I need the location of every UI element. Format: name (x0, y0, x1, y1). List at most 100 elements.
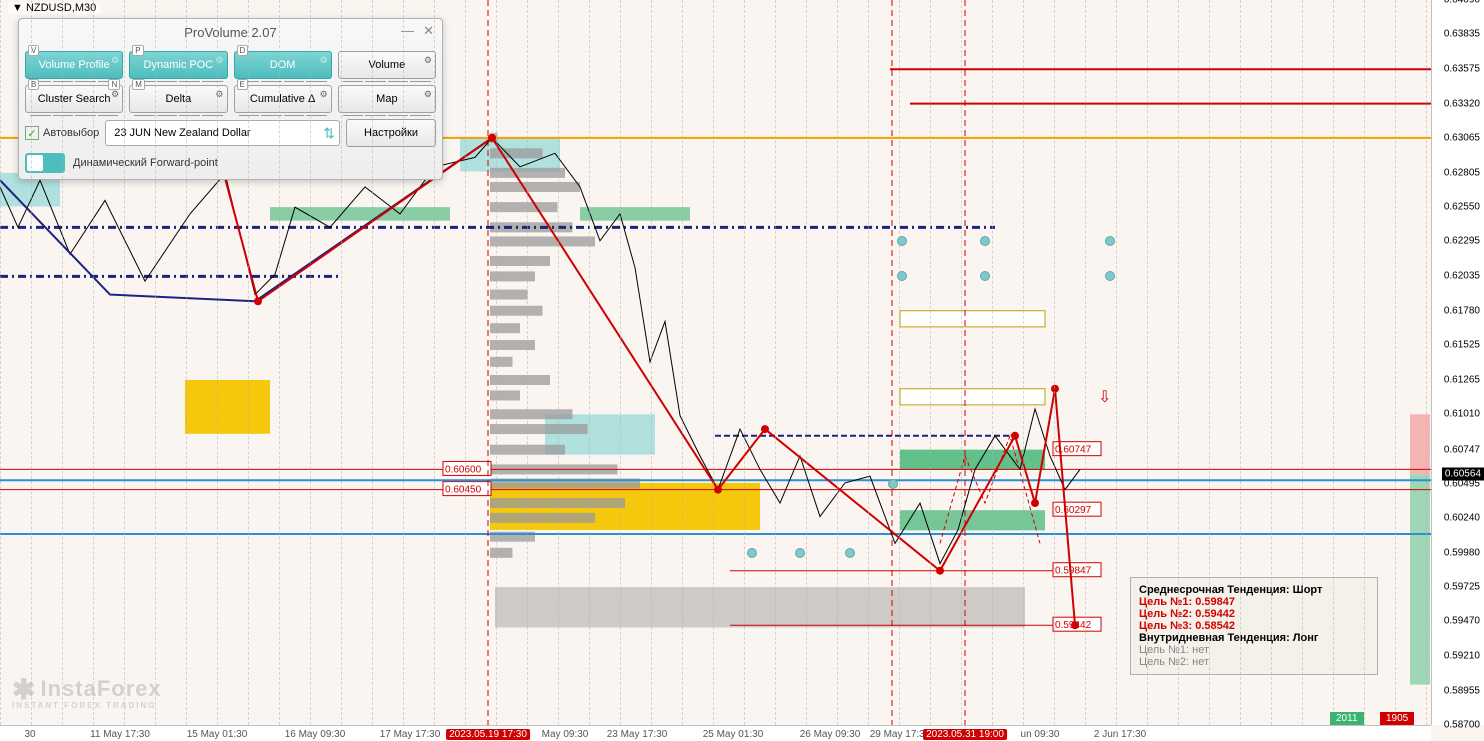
gridline-v (1302, 0, 1303, 725)
panel-title-bar[interactable]: ProVolume 2.07 — ✕ (19, 19, 442, 45)
volume-badge: 2011 (1330, 712, 1364, 725)
gridline-v (713, 0, 714, 725)
gridline-v (62, 0, 63, 725)
panel-title: ProVolume 2.07 (184, 25, 277, 40)
tag-icon: P (132, 45, 143, 56)
panel-button-delta[interactable]: DeltaM⚙ (129, 85, 227, 113)
panel-row-2: Cluster SearchBN⚙DeltaM⚙Cumulative ΔE⚙Ma… (25, 85, 436, 113)
intraday-trend-label: Внутридневная Тенденция: (1139, 632, 1290, 644)
gridline-v (217, 0, 218, 725)
gridline-v (1023, 0, 1024, 725)
x-axis: 3011 May 17:3015 May 01:3016 May 09:3017… (0, 725, 1431, 741)
svg-text:0.59847: 0.59847 (1055, 566, 1092, 577)
y-tick: 0.59470 (1444, 616, 1480, 627)
settings-button[interactable]: Настройки (346, 119, 436, 147)
poc-dot (980, 236, 990, 246)
y-tick: 0.63575 (1444, 64, 1480, 75)
svg-text:0.60747: 0.60747 (1055, 445, 1092, 456)
svg-text:0.60450: 0.60450 (445, 485, 482, 496)
watermark-logo: ✱InstaForex INSTANT FOREX TRADING (12, 677, 162, 709)
select-arrows-icon: ⇅ (323, 125, 335, 142)
instrument-select[interactable]: 23 JUN New Zealand Dollar ⇅ (105, 120, 340, 146)
gridline-v (651, 0, 652, 725)
gridline-v (1333, 0, 1334, 725)
gear-icon[interactable]: ⚙ (320, 55, 328, 66)
tag-icon: V (28, 45, 39, 56)
gridline-v (1395, 0, 1396, 725)
gridline-v (1147, 0, 1148, 725)
instrument-value: 23 JUN New Zealand Dollar (114, 127, 250, 139)
gridline-v (1271, 0, 1272, 725)
current-price-marker: 0.60564 (1442, 468, 1484, 481)
svg-text:0.59442: 0.59442 (1055, 620, 1092, 631)
check-icon: ✓ (25, 126, 39, 140)
y-tick: 0.59980 (1444, 547, 1480, 558)
gridline-v (1116, 0, 1117, 725)
tag-icon: E (237, 79, 248, 90)
gridline-v (248, 0, 249, 725)
gridline-v (620, 0, 621, 725)
poc-dot (1105, 271, 1115, 281)
gridline-v (1240, 0, 1241, 725)
panel-button-volume-profile[interactable]: Volume ProfileV⚙ (25, 51, 123, 79)
gear-icon[interactable]: ⚙ (424, 55, 432, 66)
poc-dot (845, 548, 855, 558)
tag-icon: D (237, 45, 249, 56)
gridline-v (93, 0, 94, 725)
panel-body: Volume ProfileV⚙Dynamic POCP⚙DOMD⚙Volume… (19, 45, 442, 179)
gridline-v (465, 0, 466, 725)
gridline-v (775, 0, 776, 725)
provolume-panel[interactable]: ProVolume 2.07 — ✕ Volume ProfileV⚙Dynam… (18, 18, 443, 180)
x-tick: 30 (24, 729, 35, 740)
y-tick: 0.61265 (1444, 374, 1480, 385)
x-tick: 16 May 09:30 (285, 729, 346, 740)
midterm-trend-label: Среднесрочная Тенденция: (1139, 584, 1290, 596)
gridline-v (403, 0, 404, 725)
x-tick: 2023.05.19 17:30 (446, 729, 530, 740)
y-tick: 0.63835 (1444, 29, 1480, 40)
gear-icon[interactable]: ⚙ (320, 89, 328, 100)
y-axis: 0.640900.638350.635750.633200.630650.628… (1431, 0, 1484, 725)
y-tick: 0.60747 (1444, 444, 1480, 455)
gridline-v (124, 0, 125, 725)
svg-text:0.60600: 0.60600 (445, 464, 482, 475)
midterm-trend-value: Шорт (1293, 584, 1323, 596)
panel-row-1: Volume ProfileV⚙Dynamic POCP⚙DOMD⚙Volume… (25, 51, 436, 79)
gridline-v (186, 0, 187, 725)
gridline-v (155, 0, 156, 725)
y-tick: 0.61010 (1444, 409, 1480, 420)
gear-icon[interactable]: ⚙ (111, 55, 119, 66)
chart-container: 0.606000.604500.607470.602970.598470.594… (0, 0, 1484, 741)
panel-button-map[interactable]: Map⚙ (338, 85, 436, 113)
gear-icon[interactable]: ⚙ (424, 89, 432, 100)
autoselect-label: Автовыбор (43, 127, 99, 139)
panel-button-dynamic-poc[interactable]: Dynamic POCP⚙ (129, 51, 227, 79)
x-tick: May 09:30 (542, 729, 589, 740)
chart-area[interactable]: 0.606000.604500.607470.602970.598470.594… (0, 0, 1431, 725)
poc-dot (795, 548, 805, 558)
gridline-v (310, 0, 311, 725)
gridline-v (1209, 0, 1210, 725)
gridline-v (589, 0, 590, 725)
tag-icon: M (132, 79, 145, 90)
x-tick: 15 May 01:30 (187, 729, 248, 740)
poc-dot (1105, 236, 1115, 246)
gridline-v (372, 0, 373, 725)
symbol-label: ▼ NZDUSD,M30 (8, 2, 100, 14)
target2-value: 0.59442 (1195, 608, 1235, 620)
gridline-v (527, 0, 528, 725)
poc-dot (980, 271, 990, 281)
gear-icon[interactable]: ⚙ (111, 89, 119, 100)
close-icon[interactable]: ✕ (423, 23, 434, 39)
gridline-v (806, 0, 807, 725)
y-tick: 0.63320 (1444, 98, 1480, 109)
panel-button-volume[interactable]: Volume⚙ (338, 51, 436, 79)
gridline-v (31, 0, 32, 725)
gridline-v (744, 0, 745, 725)
y-tick: 0.60240 (1444, 512, 1480, 523)
gridline-v (961, 0, 962, 725)
gridline-v (496, 0, 497, 725)
gridline-v (0, 0, 1, 725)
panel-button-cluster-search[interactable]: Cluster SearchBN⚙ (25, 85, 123, 113)
svg-text:⇩: ⇩ (1098, 389, 1111, 406)
